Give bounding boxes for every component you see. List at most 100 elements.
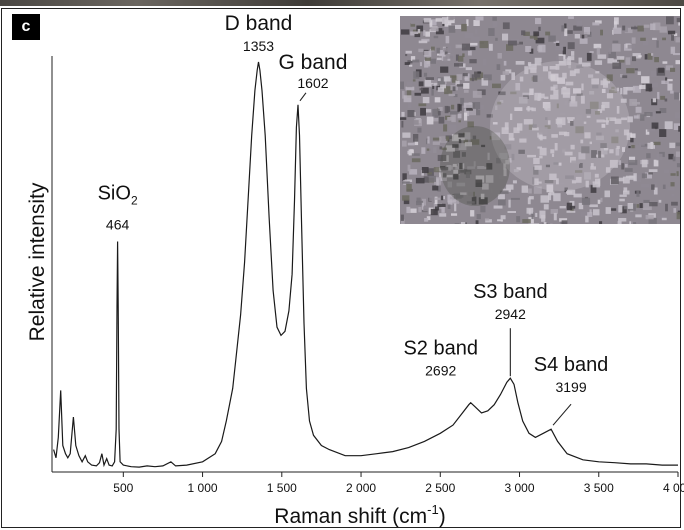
micrograph-grain — [529, 35, 537, 39]
micrograph-grain — [454, 203, 457, 212]
micrograph-grain — [495, 37, 498, 41]
micrograph-grain — [603, 120, 609, 123]
micrograph-grain — [662, 184, 666, 189]
micrograph-grain — [523, 31, 530, 36]
micrograph-grain — [463, 102, 473, 108]
micrograph-grain — [444, 141, 451, 144]
micrograph-grain — [583, 27, 590, 35]
micrograph-grain — [600, 197, 603, 203]
micrograph-grain — [451, 104, 455, 110]
micrograph-grain — [416, 25, 424, 32]
micrograph-dark-region — [440, 126, 510, 206]
micrograph-grain — [600, 29, 603, 36]
micrograph-grain — [441, 195, 444, 201]
micrograph-grain — [486, 114, 493, 118]
micrograph-grain — [567, 189, 576, 195]
micrograph-grain — [500, 74, 506, 81]
micrograph-grain — [644, 172, 652, 179]
micrograph-grain — [502, 22, 510, 30]
micrograph-grain — [533, 166, 539, 175]
micrograph-grain — [535, 212, 538, 217]
micrograph-grain — [654, 138, 659, 143]
micrograph-grain — [456, 182, 466, 187]
micrograph-grain — [634, 68, 638, 71]
micrograph-grain — [404, 62, 411, 65]
micrograph-grain — [612, 40, 619, 43]
micrograph-grain — [402, 140, 407, 147]
micrograph-grain — [581, 197, 591, 205]
micrograph-grain — [427, 136, 430, 144]
micrograph-grain — [401, 219, 405, 224]
micrograph-grain — [480, 205, 486, 213]
micrograph-grain — [647, 128, 656, 132]
micrograph-grain — [556, 178, 559, 185]
micrograph-grain — [453, 193, 462, 199]
micrograph-grain — [550, 86, 556, 91]
micrograph-grain — [549, 66, 557, 70]
micrograph-grain — [499, 100, 504, 103]
micrograph-grain — [594, 173, 599, 178]
micrograph-grain — [498, 199, 506, 206]
micrograph-grain — [624, 168, 633, 172]
micrograph-grain — [446, 165, 452, 171]
micrograph-grain — [559, 206, 566, 209]
micrograph-grain — [579, 163, 583, 168]
micrograph-grain — [593, 43, 602, 49]
micrograph-grain — [432, 185, 439, 191]
micrograph-grain — [672, 53, 680, 56]
micrograph-grain — [613, 21, 617, 29]
annotation-leader-line — [299, 92, 307, 102]
micrograph-grain — [632, 53, 641, 59]
micrograph-grain — [461, 163, 465, 169]
micrograph-grain — [534, 178, 539, 185]
micrograph-grain — [532, 124, 537, 128]
micrograph-grain — [596, 119, 605, 123]
micrograph-grain — [592, 181, 601, 188]
micrograph-grain — [440, 175, 447, 181]
micrograph-grain — [597, 54, 607, 59]
micrograph-grain — [460, 202, 469, 208]
micrograph-grain — [527, 106, 530, 112]
micrograph-grain — [430, 26, 439, 32]
micrograph-grain — [626, 68, 635, 74]
micrograph-grain — [435, 28, 444, 35]
micrograph-grain — [645, 129, 650, 135]
micrograph-grain — [476, 108, 481, 116]
micrograph-grain — [475, 16, 484, 21]
micrograph-grain — [606, 93, 614, 99]
micrograph-grain — [452, 86, 456, 92]
micrograph-grain — [481, 78, 489, 86]
micrograph-grain — [493, 205, 503, 209]
micrograph-grain — [524, 66, 529, 75]
micrograph-grain — [411, 20, 420, 25]
micrograph-grain — [575, 176, 582, 183]
micrograph-grain — [559, 182, 565, 185]
micrograph-grain — [519, 76, 524, 82]
micrograph-grain — [671, 34, 674, 41]
micrograph-grain — [466, 19, 469, 27]
micrograph-grain — [547, 120, 551, 125]
micrograph-grain — [659, 26, 667, 33]
x-tick-label: 1 500 — [267, 481, 297, 495]
micrograph-grain — [571, 180, 577, 184]
micrograph-grain — [589, 91, 595, 95]
micrograph-grain — [616, 56, 625, 60]
micrograph-grain — [630, 133, 636, 138]
micrograph-grain — [406, 81, 413, 88]
micrograph-grain — [676, 17, 680, 23]
micrograph-grain — [400, 117, 407, 120]
micrograph-grain — [612, 27, 622, 34]
micrograph-grain — [605, 167, 611, 173]
x-tick-label: 2 500 — [425, 481, 455, 495]
micrograph-grain — [651, 71, 658, 78]
micrograph-grain — [423, 176, 430, 183]
panel-frame — [1, 8, 681, 528]
micrograph-grain — [587, 212, 593, 217]
micrograph-grain — [648, 169, 658, 172]
micrograph-grain — [409, 169, 418, 175]
micrograph-grain — [461, 23, 467, 32]
micrograph-grain — [527, 154, 536, 158]
micrograph-grain — [490, 188, 493, 193]
micrograph-grain — [453, 150, 460, 158]
micrograph-grain — [508, 158, 512, 163]
